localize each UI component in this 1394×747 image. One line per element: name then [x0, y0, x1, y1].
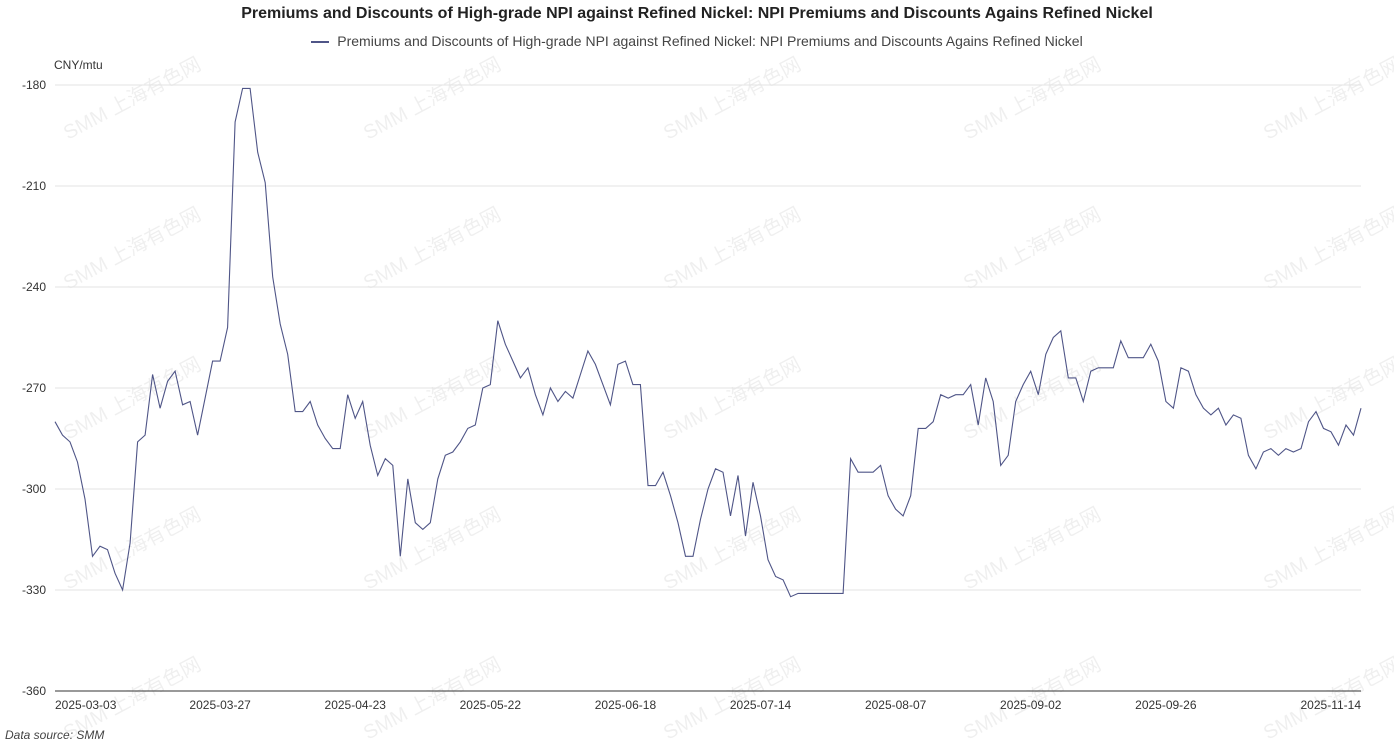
- watermark-text: SMM 上海有色网: [660, 53, 805, 145]
- x-tick-label: 2025-11-14: [1301, 698, 1362, 712]
- watermark-text: SMM 上海有色网: [960, 203, 1105, 295]
- legend-swatch: [311, 41, 330, 44]
- watermark-text: SMM 上海有色网: [960, 353, 1105, 445]
- x-tick-label: 2025-07-14: [730, 698, 792, 712]
- watermark-text: SMM 上海有色网: [1260, 53, 1394, 145]
- y-tick-label: -210: [22, 179, 46, 193]
- watermark-text: SMM 上海有色网: [60, 53, 205, 145]
- data-source: Data source: SMM: [5, 728, 105, 742]
- watermark-text: SMM 上海有色网: [1260, 203, 1394, 295]
- watermark-text: SMM 上海有色网: [660, 203, 805, 295]
- gridlines: [55, 84, 1361, 591]
- watermark-layer: SMM 上海有色网 SMM 上海有色网 SMM 上海有色网 SMM 上海有色网 SMM …: [60, 53, 1394, 745]
- legend-label: Premiums and Discounts of High-grade NPI…: [337, 33, 1083, 49]
- watermark-text: SMM 上海有色网: [1260, 353, 1394, 445]
- legend[interactable]: Premiums and Discounts of High-grade NPI…: [0, 33, 1394, 49]
- y-tick-label: -240: [22, 280, 46, 294]
- x-tick-label: 2025-09-02: [1000, 698, 1062, 712]
- x-tick-label: 2025-08-07: [865, 698, 927, 712]
- watermark-text: SMM 上海有色网: [60, 353, 205, 445]
- x-axis-ticks: 2025-03-03 2025-03-27 2025-04-23 2025-05-22…: [55, 698, 1361, 712]
- series-line: [54, 87, 1362, 598]
- watermark-text: SMM 上海有色网: [360, 503, 505, 595]
- y-tick-label: -360: [22, 684, 46, 698]
- x-tick-label: 2025-06-18: [595, 698, 657, 712]
- chart-title: Premiums and Discounts of High-grade NPI…: [241, 5, 1153, 22]
- x-tick-label: 2025-04-23: [325, 698, 387, 712]
- y-axis-unit: CNY/mtu: [54, 58, 103, 72]
- watermark-text: SMM 上海有色网: [360, 203, 505, 295]
- y-tick-label: -270: [22, 381, 46, 395]
- x-tick-label: 2025-03-03: [55, 698, 117, 712]
- watermark-text: SMM 上海有色网: [660, 353, 805, 445]
- watermark-text: SMM 上海有色网: [360, 353, 505, 445]
- y-tick-label: -180: [22, 78, 46, 92]
- watermark-text: SMM 上海有色网: [360, 53, 505, 145]
- watermark-text: SMM 上海有色网: [60, 203, 205, 295]
- watermark-text: SMM 上海有色网: [960, 503, 1105, 595]
- x-tick-label: 2025-03-27: [189, 698, 251, 712]
- watermark-text: SMM 上海有色网: [1260, 503, 1394, 595]
- y-tick-label: -330: [22, 583, 46, 597]
- watermark-text: SMM 上海有色网: [960, 53, 1105, 145]
- y-tick-label: -300: [22, 482, 46, 496]
- x-tick-label: 2025-05-22: [460, 698, 522, 712]
- y-axis-ticks: -180 -210 -240 -270 -300 -330 -360: [22, 78, 46, 698]
- x-tick-label: 2025-09-26: [1135, 698, 1197, 712]
